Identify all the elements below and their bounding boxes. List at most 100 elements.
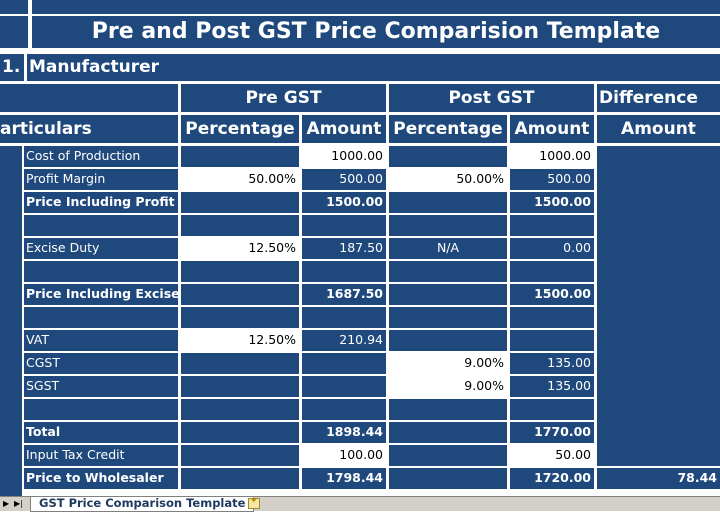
post-amount-cell[interactable]: 1500.00 bbox=[510, 284, 594, 305]
insert-sheet-icon[interactable] bbox=[248, 496, 260, 509]
row-label[interactable]: Input Tax Credit bbox=[24, 445, 178, 466]
pre-percentage-cell[interactable] bbox=[181, 376, 299, 397]
post-percentage-cell[interactable]: 9.00% bbox=[389, 376, 507, 397]
post-percentage-cell[interactable] bbox=[389, 215, 507, 236]
row-label[interactable]: Price Including Excise bbox=[24, 284, 178, 305]
post-percentage-cell[interactable]: 50.00% bbox=[389, 169, 507, 190]
pre-gst-header[interactable]: Pre GST bbox=[181, 84, 386, 112]
post-amount-cell[interactable] bbox=[510, 399, 594, 420]
post-amount-cell[interactable]: 135.00 bbox=[510, 353, 594, 374]
pre-percentage-cell[interactable] bbox=[181, 261, 299, 282]
pre-amount-cell[interactable] bbox=[302, 376, 386, 397]
blank-cell[interactable] bbox=[0, 16, 28, 48]
pre-amount-cell[interactable] bbox=[302, 261, 386, 282]
post-percentage-cell[interactable] bbox=[389, 445, 507, 466]
post-percentage-cell[interactable] bbox=[389, 307, 507, 328]
header-blank[interactable] bbox=[0, 84, 178, 112]
pre-percentage-cell[interactable] bbox=[181, 307, 299, 328]
pre-percentage-cell[interactable]: 12.50% bbox=[181, 330, 299, 351]
scroll-tabs-last-icon[interactable]: ▶| bbox=[14, 499, 23, 508]
row-label[interactable] bbox=[24, 399, 178, 420]
post-amount-cell[interactable]: 1720.00 bbox=[510, 468, 594, 489]
post-percentage-cell[interactable] bbox=[389, 261, 507, 282]
particulars-header-label: Particulars bbox=[0, 118, 92, 139]
pre-amount-cell[interactable] bbox=[302, 215, 386, 236]
pre-amount-cell[interactable] bbox=[302, 399, 386, 420]
post-amount-header[interactable]: Amount bbox=[510, 115, 594, 143]
spreadsheet-grid: Pre and Post GST Price Comparision Templ… bbox=[0, 0, 720, 496]
post-amount-cell[interactable]: 50.00 bbox=[510, 445, 594, 466]
row-label[interactable]: CGST bbox=[24, 353, 178, 374]
pre-amount-cell[interactable]: 1898.44 bbox=[302, 422, 386, 443]
sheet-title[interactable]: Pre and Post GST Price Comparision Templ… bbox=[32, 16, 720, 48]
post-percentage-cell[interactable] bbox=[389, 330, 507, 351]
section-number[interactable]: 1. bbox=[0, 54, 24, 81]
row-label[interactable] bbox=[24, 215, 178, 236]
pre-amount-cell[interactable]: 100.00 bbox=[302, 445, 386, 466]
row-label[interactable]: SGST bbox=[24, 376, 178, 397]
pre-amount-cell[interactable]: 187.50 bbox=[302, 238, 386, 259]
post-percentage-cell[interactable]: N/A bbox=[389, 238, 507, 259]
pre-percentage-cell[interactable] bbox=[181, 215, 299, 236]
row-label[interactable]: VAT bbox=[24, 330, 178, 351]
row-label[interactable]: Profit Margin bbox=[24, 169, 178, 190]
pre-percentage-cell[interactable] bbox=[181, 468, 299, 489]
pre-percentage-cell[interactable] bbox=[181, 146, 299, 167]
pre-percentage-cell[interactable] bbox=[181, 284, 299, 305]
post-percentage-cell[interactable]: 9.00% bbox=[389, 353, 507, 374]
pre-percentage-header[interactable]: Percentage bbox=[181, 115, 299, 143]
post-amount-cell[interactable] bbox=[510, 307, 594, 328]
difference-amount-cell[interactable]: 78.44 bbox=[597, 468, 720, 489]
pre-amount-cell[interactable] bbox=[302, 307, 386, 328]
section-name[interactable]: Manufacturer bbox=[27, 54, 720, 81]
post-amount-cell[interactable]: 1770.00 bbox=[510, 422, 594, 443]
post-percentage-cell[interactable] bbox=[389, 422, 507, 443]
post-percentage-cell[interactable] bbox=[389, 468, 507, 489]
pre-percentage-cell[interactable] bbox=[181, 353, 299, 374]
pre-percentage-cell[interactable] bbox=[181, 399, 299, 420]
pre-percentage-cell[interactable]: 50.00% bbox=[181, 169, 299, 190]
post-amount-cell[interactable]: 0.00 bbox=[510, 238, 594, 259]
post-amount-cell[interactable] bbox=[510, 261, 594, 282]
pre-percentage-cell[interactable]: 12.50% bbox=[181, 238, 299, 259]
row-label[interactable]: Total bbox=[24, 422, 178, 443]
row-label[interactable]: Price Including Profit bbox=[24, 192, 178, 213]
post-amount-cell[interactable] bbox=[510, 215, 594, 236]
sheet-tab-bar: ▶ ▶| GST Price Comparison Template bbox=[0, 496, 720, 512]
post-amount-cell[interactable]: 135.00 bbox=[510, 376, 594, 397]
post-amount-cell[interactable]: 1000.00 bbox=[510, 146, 594, 167]
difference-header[interactable]: Difference bbox=[597, 84, 720, 112]
row-label[interactable] bbox=[24, 261, 178, 282]
post-amount-cell[interactable] bbox=[510, 330, 594, 351]
pre-percentage-cell[interactable] bbox=[181, 422, 299, 443]
pre-percentage-cell[interactable] bbox=[181, 445, 299, 466]
pre-amount-cell[interactable]: 500.00 bbox=[302, 169, 386, 190]
pre-amount-cell[interactable]: 1500.00 bbox=[302, 192, 386, 213]
blank-cell[interactable] bbox=[32, 0, 720, 14]
pre-amount-cell[interactable]: 1798.44 bbox=[302, 468, 386, 489]
row-label[interactable]: Price to Wholesaler bbox=[24, 468, 178, 489]
blank-cell[interactable] bbox=[0, 0, 28, 14]
row-label[interactable]: Excise Duty bbox=[24, 238, 178, 259]
pre-amount-header[interactable]: Amount bbox=[302, 115, 386, 143]
post-amount-cell[interactable]: 500.00 bbox=[510, 169, 594, 190]
post-percentage-cell[interactable] bbox=[389, 146, 507, 167]
post-percentage-cell[interactable] bbox=[389, 284, 507, 305]
post-amount-cell[interactable]: 1500.00 bbox=[510, 192, 594, 213]
pre-amount-cell[interactable]: 1000.00 bbox=[302, 146, 386, 167]
post-gst-header[interactable]: Post GST bbox=[389, 84, 594, 112]
pre-amount-cell[interactable]: 1687.50 bbox=[302, 284, 386, 305]
pre-amount-cell[interactable] bbox=[302, 353, 386, 374]
scroll-tabs-left-icon[interactable]: ▶ bbox=[3, 499, 10, 508]
pre-percentage-cell[interactable] bbox=[181, 192, 299, 213]
sheet-tab[interactable]: GST Price Comparison Template bbox=[30, 497, 255, 512]
post-percentage-header[interactable]: Percentage bbox=[389, 115, 507, 143]
post-percentage-cell[interactable] bbox=[389, 399, 507, 420]
particulars-header[interactable]: Particulars bbox=[0, 115, 178, 143]
diff-amount-header[interactable]: Amount bbox=[597, 115, 720, 143]
post-percentage-cell[interactable] bbox=[389, 192, 507, 213]
row-label[interactable]: Cost of Production bbox=[24, 146, 178, 167]
row-label[interactable] bbox=[24, 307, 178, 328]
difference-column[interactable] bbox=[597, 146, 720, 466]
pre-amount-cell[interactable]: 210.94 bbox=[302, 330, 386, 351]
